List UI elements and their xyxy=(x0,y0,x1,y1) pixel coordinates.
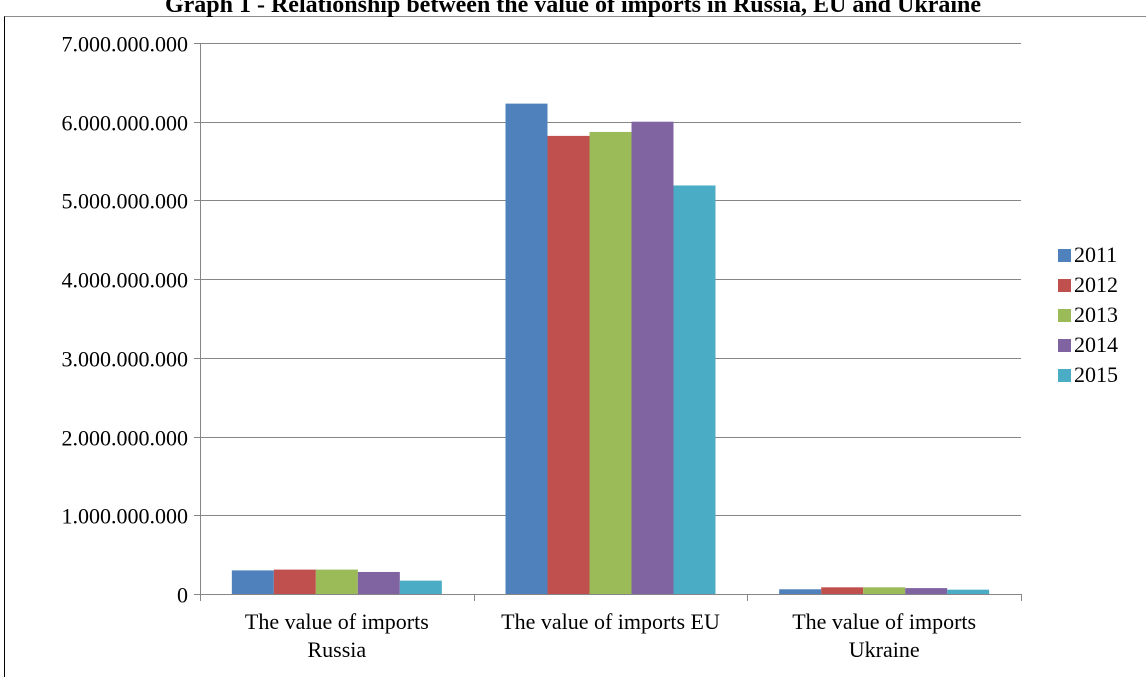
axes: 0 1.000.000.000 2.000.000.000 3.000.000.000… xyxy=(62,32,1022,662)
x-category-label: The value of imports EU xyxy=(501,609,720,634)
x-category-label: The value of imports Ukraine xyxy=(792,609,976,662)
bar-2012-category-2 xyxy=(547,135,590,594)
legend-label-2011: 2011 xyxy=(1074,242,1117,267)
x-category-label: The value of imports Russia xyxy=(245,609,429,662)
legend-swatch-2014 xyxy=(1058,339,1071,352)
chart-title: Graph 1 - Relationship between the value… xyxy=(164,0,982,18)
legend-swatch-2011 xyxy=(1058,249,1071,262)
bar-2015-category-3 xyxy=(947,589,990,594)
bar-2011-category-3 xyxy=(779,589,822,594)
legend-label-2015: 2015 xyxy=(1074,362,1118,387)
bar-2014-category-2 xyxy=(631,121,674,594)
bar-2013-category-2 xyxy=(589,131,632,594)
y-tick-label: 1.000.000.000 xyxy=(62,504,189,529)
y-tick-label: 2.000.000.000 xyxy=(62,426,189,451)
bar-2015-category-1 xyxy=(399,580,442,594)
y-tick-label: 5.000.000.000 xyxy=(62,189,189,214)
bar-2013-category-3 xyxy=(863,587,906,594)
y-tick-label: 3.000.000.000 xyxy=(62,347,189,372)
legend-swatch-2013 xyxy=(1058,309,1071,322)
bar-2015-category-2 xyxy=(673,185,716,595)
chart-frame xyxy=(4,16,1146,677)
bar-2012-category-3 xyxy=(821,587,864,594)
bar-2014-category-1 xyxy=(357,571,400,594)
legend-swatch-2012 xyxy=(1058,279,1071,292)
bar-2013-category-1 xyxy=(315,569,358,594)
legend: 2011 2012 2013 2014 2015 xyxy=(1058,242,1118,387)
bar-2011-category-1 xyxy=(231,570,274,594)
gridlines xyxy=(200,43,1021,516)
bar-2011-category-2 xyxy=(505,103,548,595)
bars xyxy=(231,103,990,595)
bar-2014-category-3 xyxy=(905,588,948,594)
y-tick-label: 7.000.000.000 xyxy=(62,32,189,57)
legend-label-2014: 2014 xyxy=(1074,332,1118,357)
bar-2012-category-1 xyxy=(273,569,316,594)
legend-swatch-2015 xyxy=(1058,369,1071,382)
y-tick-label: 6.000.000.000 xyxy=(62,111,189,136)
y-tick-label: 0 xyxy=(177,583,188,608)
y-tick-label: 4.000.000.000 xyxy=(62,268,189,293)
legend-label-2012: 2012 xyxy=(1074,272,1118,297)
legend-label-2013: 2013 xyxy=(1074,302,1118,327)
